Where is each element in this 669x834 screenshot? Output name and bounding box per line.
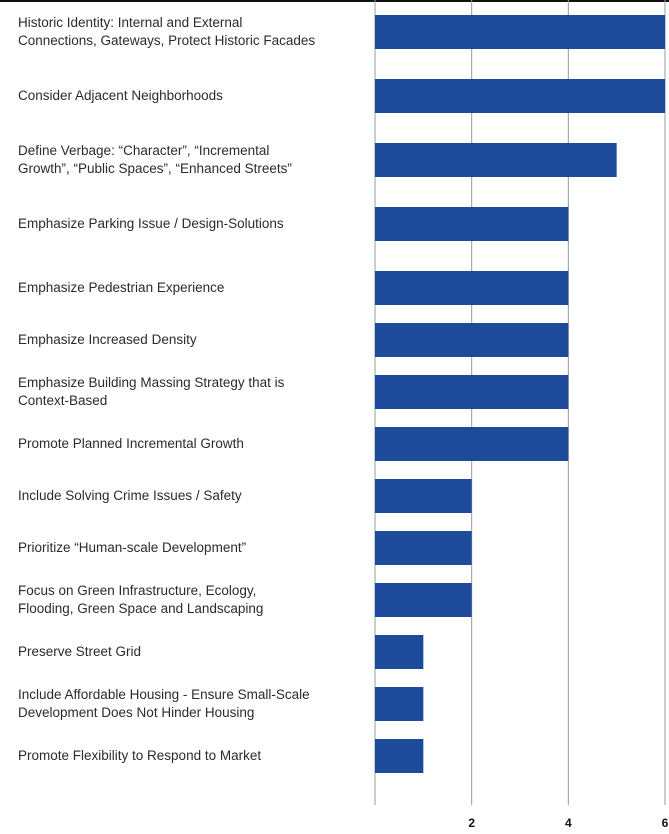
category-label-14: Promote Flexibility to Respond to Market	[18, 748, 261, 763]
bar-8	[375, 427, 569, 461]
category-label-1: Historic Identity: Internal and External…	[18, 15, 315, 48]
category-label-2: Consider Adjacent Neighborhoods	[18, 88, 223, 103]
bar-7	[375, 375, 569, 409]
category-label-12: Preserve Street Grid	[18, 644, 141, 659]
bar-14	[375, 739, 424, 773]
bar-12	[375, 635, 424, 669]
category-label-6: Emphasize Increased Density	[18, 332, 197, 347]
bar-5	[375, 271, 569, 305]
category-label-5: Emphasize Pedestrian Experience	[18, 280, 224, 295]
bar-6	[375, 323, 569, 357]
category-label-13: Include Affordable Housing - Ensure Smal…	[18, 687, 310, 720]
category-label-10: Prioritize “Human-scale Development”	[18, 540, 246, 555]
category-label-8: Promote Planned Incremental Growth	[18, 436, 244, 451]
category-label-3: Define Verbage: “Character”, “Incrementa…	[18, 143, 292, 176]
bar-11	[375, 583, 472, 617]
bar-3	[375, 143, 617, 177]
x-tick-label-6: 6	[662, 816, 669, 830]
bar-2	[375, 79, 665, 113]
category-label-11: Focus on Green Infrastructure, Ecology, F…	[18, 583, 263, 616]
bar-10	[375, 531, 472, 565]
x-tick-label-4: 4	[565, 816, 572, 830]
bar-1	[375, 15, 665, 49]
category-label-4: Emphasize Parking Issue / Design-Solutio…	[18, 216, 284, 231]
bar-4	[375, 207, 569, 241]
bar-9	[375, 479, 472, 513]
category-label-7: Emphasize Building Massing Strategy that…	[18, 375, 285, 408]
category-label-9: Include Solving Crime Issues / Safety	[18, 488, 242, 503]
bar-13	[375, 687, 424, 721]
x-tick-label-2: 2	[468, 816, 475, 830]
